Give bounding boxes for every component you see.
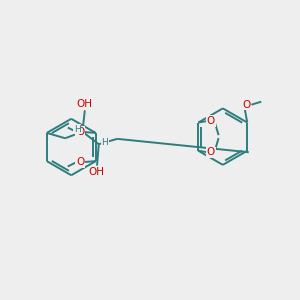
Text: OH: OH bbox=[88, 167, 104, 177]
Text: O: O bbox=[207, 116, 215, 126]
Text: H: H bbox=[101, 138, 108, 147]
Text: O: O bbox=[76, 127, 84, 137]
Text: O: O bbox=[207, 147, 215, 157]
Text: O: O bbox=[243, 100, 251, 110]
Text: OH: OH bbox=[76, 99, 92, 109]
Text: H: H bbox=[74, 125, 80, 134]
Text: O: O bbox=[76, 157, 84, 167]
